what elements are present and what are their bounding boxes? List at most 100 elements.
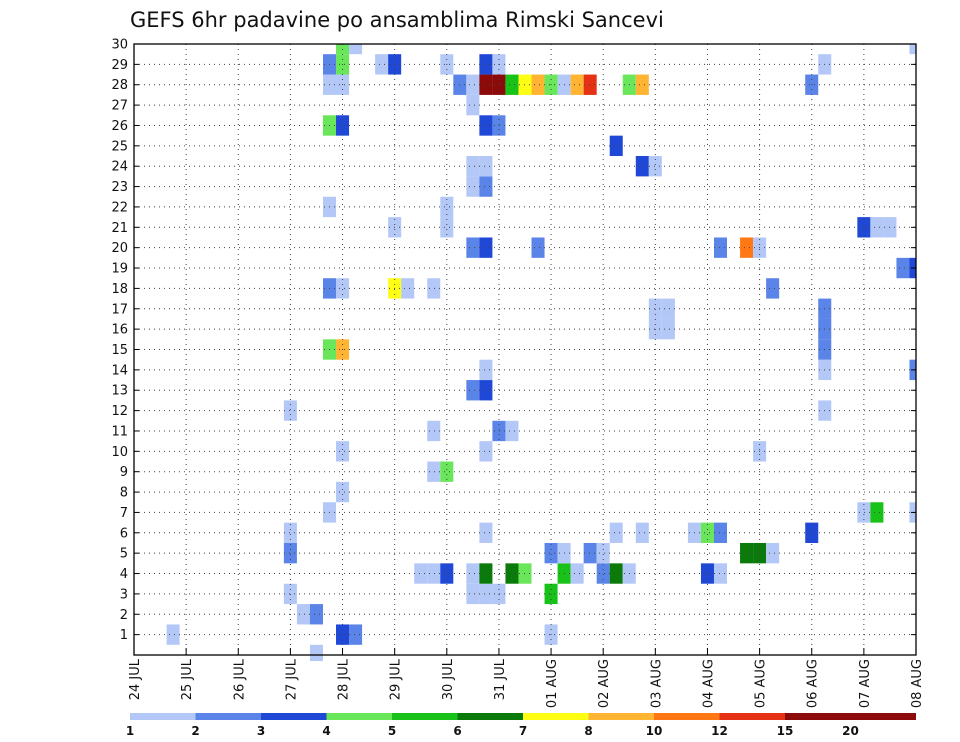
heatmap-cell [479,176,493,197]
heatmap-cell [713,563,728,584]
colorbar-swatch [588,713,655,720]
x-tick-label: 28 JUL [337,658,352,700]
heatmap-cell [479,522,493,543]
heatmap-cell [283,583,297,605]
colorbar-label: 15 [777,724,794,738]
y-tick-label: 1 [120,628,128,643]
y-tick-label: 5 [120,547,128,562]
heatmap-cell [648,156,662,177]
x-axis-ticks: 24 JUL 25 JUL 26 JUL 27 JUL 28 JUL 29 JUL 30 J… [128,648,925,708]
heatmap-cell [740,237,754,258]
heatmap-cell [635,74,649,95]
x-tick-label: 04 AUG [701,659,716,708]
heatmap-cell [570,74,584,95]
x-tick-label: 27 JUL [284,658,299,700]
heatmap-cell [466,156,480,177]
x-tick-label: 29 JUL [389,658,404,700]
heatmap-cell [909,44,916,55]
colorbar-label: 8 [584,724,592,738]
heatmap-cell [479,359,493,381]
colorbar-label: 1 [126,724,134,738]
y-tick-label: 2 [120,608,128,623]
y-tick-label: 6 [120,526,128,541]
x-tick-label: 30 JUL [441,658,456,700]
heatmap-cell [596,542,610,564]
colorbar-swatch [261,713,327,720]
y-tick-label: 15 [111,343,128,358]
y-tick-label: 13 [111,384,128,399]
heatmap-cell [309,644,323,661]
heatmap-cell [596,563,610,584]
y-tick-label: 11 [111,424,128,439]
x-tick-label: 03 AUG [649,659,664,708]
y-tick-label: 12 [111,404,128,419]
grid-lines [134,44,916,655]
heatmap-cell [609,522,623,543]
heatmap-cell [583,74,597,95]
colorbar: 1 2 3 4 5 6 7 8 10 12 15 20 [126,713,916,738]
heatmap-cell [427,420,441,442]
x-tick-label: 07 AUG [858,659,873,708]
heatmap-cell [531,74,545,95]
heatmap-cell [531,237,545,258]
heatmap-cell [166,624,180,645]
heatmap-cell [479,237,493,258]
y-tick-label: 10 [111,445,128,460]
heatmap-cell [440,563,454,584]
colorbar-label: 4 [322,724,330,738]
heatmap-cell [805,522,819,543]
heatmap-cell [466,94,480,116]
heatmap-cell [427,278,441,299]
heatmap-cell [375,54,389,75]
heatmap-cell [635,522,649,543]
heatmap-cell [296,604,310,625]
y-tick-label: 3 [120,587,128,602]
heatmap-cell [570,563,584,584]
x-tick-label: 06 AUG [806,659,821,708]
colorbar-label: 20 [842,724,859,738]
y-tick-label: 26 [111,119,128,134]
heatmap-cell [479,115,493,136]
heatmap-cell [635,156,649,177]
y-tick-label: 8 [120,486,128,501]
y-tick-label: 25 [111,139,128,154]
heatmap-cell [661,318,675,340]
heatmap-cell [870,502,884,523]
heatmap-cell [283,400,297,421]
colorbar-label: 7 [519,724,527,738]
heatmap-cell [700,563,714,584]
heatmap-cell [870,217,884,238]
heatmap-cell [479,156,493,177]
colorbar-label: 2 [191,724,199,738]
heatmap-cell [466,583,480,605]
heatmap-cell [336,278,350,299]
heatmap-cell [440,461,454,482]
heatmap-cell [661,298,675,319]
heatmap-cell [740,542,754,564]
heatmap-cell [544,583,558,605]
heatmap-cell [401,278,415,299]
y-tick-label: 29 [111,58,128,73]
heatmap-cell [609,135,623,157]
colorbar-label: 5 [388,724,396,738]
y-tick-label: 16 [111,323,128,338]
x-tick-label: 24 JUL [128,658,143,700]
heatmap-cell [336,441,350,462]
heatmap-cell [713,522,728,543]
y-tick-label: 19 [111,262,128,277]
colorbar-swatch [719,713,786,720]
heatmap-cell [349,44,363,55]
colorbar-swatch [195,713,262,720]
y-tick-label: 4 [120,567,128,582]
heatmap-cell [700,522,714,543]
heatmap-cell [479,380,493,401]
colorbar-swatch [523,713,589,720]
colorbar-label: 10 [646,724,663,738]
heatmap-cell [336,115,350,136]
heatmap-cell [479,54,493,75]
heatmap-cell [283,542,297,564]
heatmap-cell [544,542,558,564]
x-tick-label: 31 JUL [493,658,508,700]
heatmap-cell [583,542,597,564]
heatmap-cell [440,217,454,238]
